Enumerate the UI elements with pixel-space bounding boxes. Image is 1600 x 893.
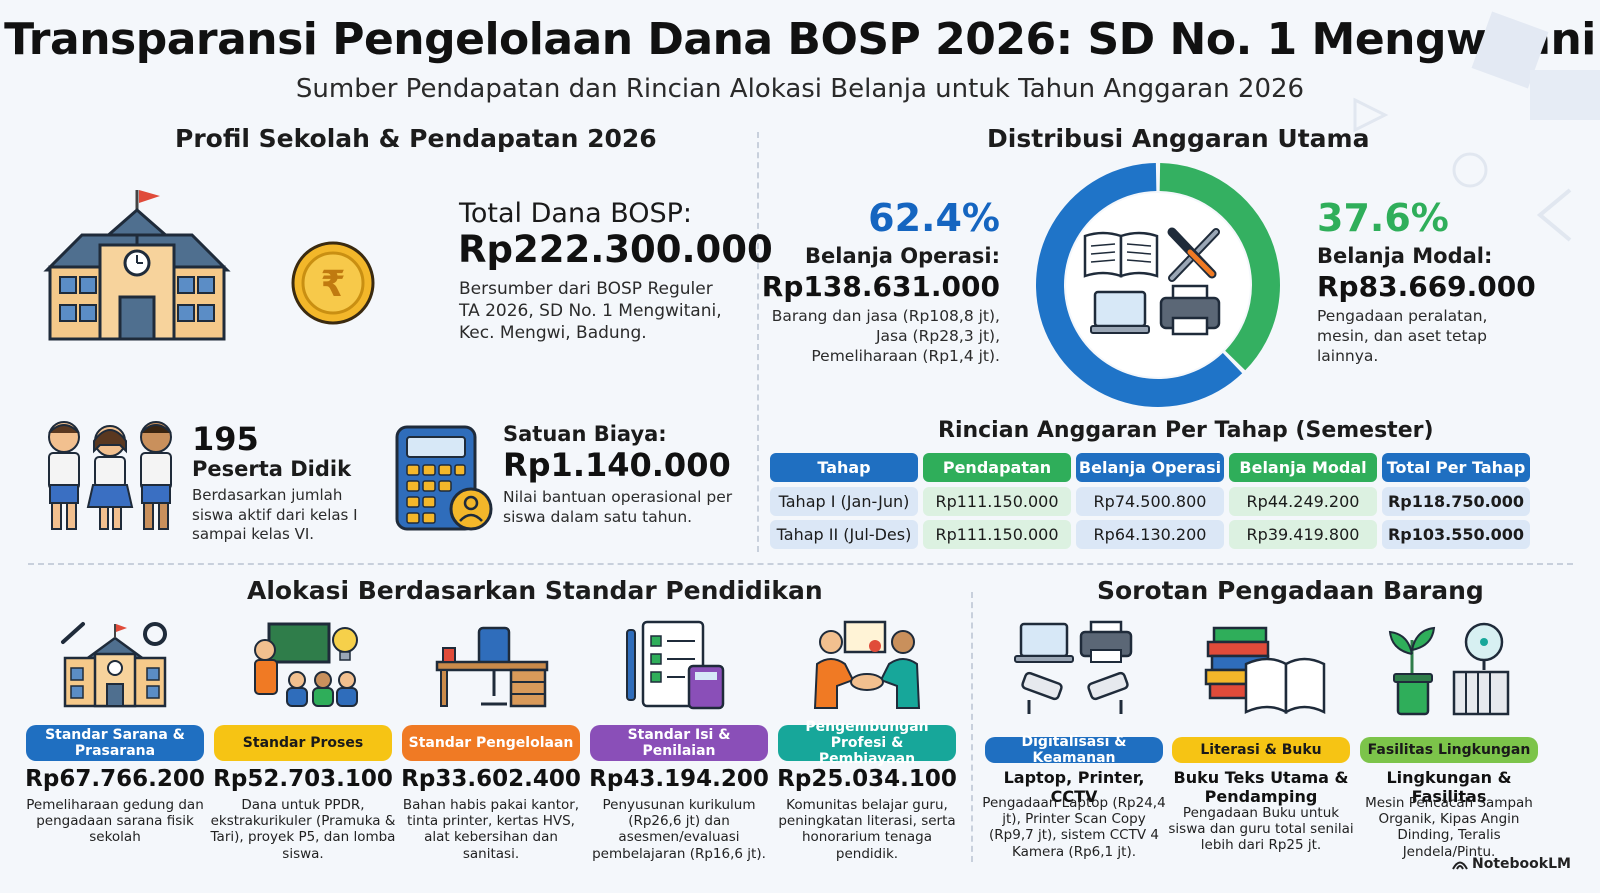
table-header-cell: Tahap bbox=[770, 453, 918, 482]
handshake-icon bbox=[807, 620, 927, 714]
books-icon bbox=[1196, 620, 1326, 724]
school-icon bbox=[43, 190, 231, 341]
procurement-description: Pengadaan Buku untuk siswa dan guru tota… bbox=[1168, 805, 1354, 854]
standards-heading: Alokasi Berdasarkan Standar Pendidikan bbox=[247, 576, 823, 605]
table-cell: Tahap II (Jul-Des) bbox=[770, 520, 918, 549]
unit-cost-description: Nilai bantuan operasional per siswa dala… bbox=[503, 488, 733, 527]
procurement-description: Pengadaan Laptop (Rp24,4 jt), Printer Sc… bbox=[982, 795, 1166, 860]
donut-center-icons bbox=[1083, 227, 1221, 336]
desk-icon bbox=[431, 620, 551, 714]
book-icon bbox=[1083, 231, 1159, 278]
donut-segment-modal bbox=[1159, 163, 1280, 371]
standard-description: Penyusunan kurikulum (Rp26,6 jt) dan ase… bbox=[592, 797, 766, 862]
operasi-desc-line: Jasa (Rp28,3 jt), bbox=[875, 327, 1000, 346]
tools-icon bbox=[1167, 227, 1220, 282]
donut-segment-operasi bbox=[1036, 163, 1243, 408]
procurement-title: Laptop, Printer, CCTV bbox=[1003, 768, 1145, 807]
procurement-badge: Fasilitas Lingkungan bbox=[1360, 737, 1538, 763]
operasi-desc-line: Barang dan jasa (Rp108,8 jt), bbox=[771, 307, 1000, 325]
total-label: Total Dana BOSP: bbox=[459, 198, 693, 229]
brand-footer: NotebookLM bbox=[1452, 856, 1571, 872]
table-header-cell: Pendapatan bbox=[923, 453, 1071, 482]
background-shapes-icon bbox=[1353, 11, 1600, 242]
svg-text:₹: ₹ bbox=[320, 264, 345, 305]
modal-value: Rp83.669.000 bbox=[1317, 270, 1536, 303]
procurement-title: Buku Teks Utama & Pendamping bbox=[1173, 768, 1349, 807]
profile-heading: Profil Sekolah & Pendapatan 2026 bbox=[175, 124, 657, 153]
table-cell: Tahap I (Jan-Jun) bbox=[770, 487, 918, 516]
table-cell: Rp44.249.200 bbox=[1229, 487, 1377, 516]
teacher-icon bbox=[243, 620, 363, 714]
operasi-desc-line: Pemeliharaan (Rp1,4 jt). bbox=[811, 347, 1000, 366]
coin-icon: ₹ bbox=[291, 241, 375, 325]
table-cell: Rp111.150.000 bbox=[923, 487, 1071, 516]
standard-badge: Standar Isi & Penilaian bbox=[590, 725, 768, 761]
table-cell: Rp103.550.000 bbox=[1382, 520, 1530, 549]
table-cell: Rp111.150.000 bbox=[923, 520, 1071, 549]
table-heading: Rincian Anggaran Per Tahap (Semester) bbox=[938, 418, 1434, 443]
procurement-description: Mesin Pencacah Sampah Organik, Kipas Ang… bbox=[1365, 795, 1533, 860]
plant-fan-icon bbox=[1384, 620, 1514, 724]
standard-badge: Standar Sarana & Prasarana bbox=[26, 725, 204, 761]
modal-label: Belanja Modal: bbox=[1317, 244, 1493, 268]
unit-cost-value: Rp1.140.000 bbox=[503, 446, 731, 484]
standard-description: Dana untuk PPDR, ekstrakurikuler (Pramuk… bbox=[210, 797, 396, 862]
divider-vertical bbox=[757, 132, 759, 552]
total-value: Rp222.300.000 bbox=[458, 228, 773, 271]
procurement-badge: Digitalisasi & Keamanan bbox=[985, 734, 1163, 766]
standard-amount: Rp67.766.200 bbox=[25, 766, 205, 792]
table-cell: Rp64.130.200 bbox=[1076, 520, 1224, 549]
total-description: Bersumber dari BOSP Reguler TA 2026, SD … bbox=[459, 279, 722, 344]
standard-amount: Rp52.703.100 bbox=[213, 766, 393, 792]
notebooklm-logo-icon bbox=[1452, 861, 1468, 870]
table-cell: Rp118.750.000 bbox=[1382, 487, 1530, 516]
modal-description: Pengadaan peralatan, mesin, dan aset tet… bbox=[1317, 307, 1488, 366]
unit-cost-label: Satuan Biaya: bbox=[503, 422, 667, 446]
table-header-cell: Belanja Operasi bbox=[1076, 453, 1224, 482]
standard-badge: Standar Pengelolaan bbox=[402, 725, 580, 761]
standard-description: Bahan habis pakai kantor, tinta printer,… bbox=[402, 797, 580, 862]
distribution-heading: Distribusi Anggaran Utama bbox=[987, 124, 1370, 153]
modal-percentage: 37.6% bbox=[1317, 196, 1449, 240]
checklist-icon bbox=[619, 620, 739, 714]
students-description: Berdasarkan jumlah siswa aktif dari kela… bbox=[192, 486, 358, 543]
donut-hole bbox=[1066, 193, 1250, 377]
standard-amount: Rp25.034.100 bbox=[777, 766, 957, 792]
school-tools-icon bbox=[55, 620, 175, 714]
budget-donut-chart bbox=[1036, 163, 1280, 408]
divider-horizontal bbox=[28, 563, 1573, 565]
operasi-label: Belanja Operasi: bbox=[805, 244, 1000, 268]
standard-amount: Rp33.602.400 bbox=[401, 766, 581, 792]
laptop-icon bbox=[1090, 290, 1150, 334]
page-title: Transparansi Pengelolaan Dana BOSP 2026:… bbox=[4, 14, 1596, 65]
printer-icon bbox=[1159, 284, 1221, 336]
devices-icon bbox=[1009, 620, 1139, 724]
divider-vertical-bottom bbox=[971, 592, 973, 862]
table-header-cell: Belanja Modal bbox=[1229, 453, 1377, 482]
standard-description: Komunitas belajar guru, peningkatan lite… bbox=[778, 797, 956, 862]
students-icon bbox=[48, 421, 172, 530]
operasi-percentage: 62.4% bbox=[868, 196, 1000, 240]
calculator-icon bbox=[395, 425, 493, 531]
procurement-title: Lingkungan & Fasilitas bbox=[1386, 768, 1512, 807]
procurement-badge: Literasi & Buku bbox=[1172, 737, 1350, 763]
page-subtitle: Sumber Pendapatan dan Rincian Alokasi Be… bbox=[295, 74, 1305, 104]
standard-badge: Pengembungan Profesi & Pembiayaan bbox=[778, 719, 956, 767]
procurement-heading: Sorotan Pengadaan Barang bbox=[1097, 576, 1484, 605]
operasi-value: Rp138.631.000 bbox=[761, 270, 1000, 303]
brand-name: NotebookLM bbox=[1472, 856, 1571, 872]
table-cell: Rp39.419.800 bbox=[1229, 520, 1377, 549]
students-label: Peserta Didik bbox=[192, 457, 352, 481]
operasi-description: Barang dan jasa (Rp108,8 jt), Jasa (Rp28… bbox=[770, 306, 1000, 366]
standard-badge: Standar Proses bbox=[214, 725, 392, 761]
standard-amount: Rp43.194.200 bbox=[589, 766, 769, 792]
table-header-cell: Total Per Tahap bbox=[1382, 453, 1530, 482]
table-cell: Rp74.500.800 bbox=[1076, 487, 1224, 516]
standard-description: Pemeliharaan gedung dan pengadaan sarana… bbox=[26, 797, 204, 846]
students-count: 195 bbox=[192, 420, 259, 458]
